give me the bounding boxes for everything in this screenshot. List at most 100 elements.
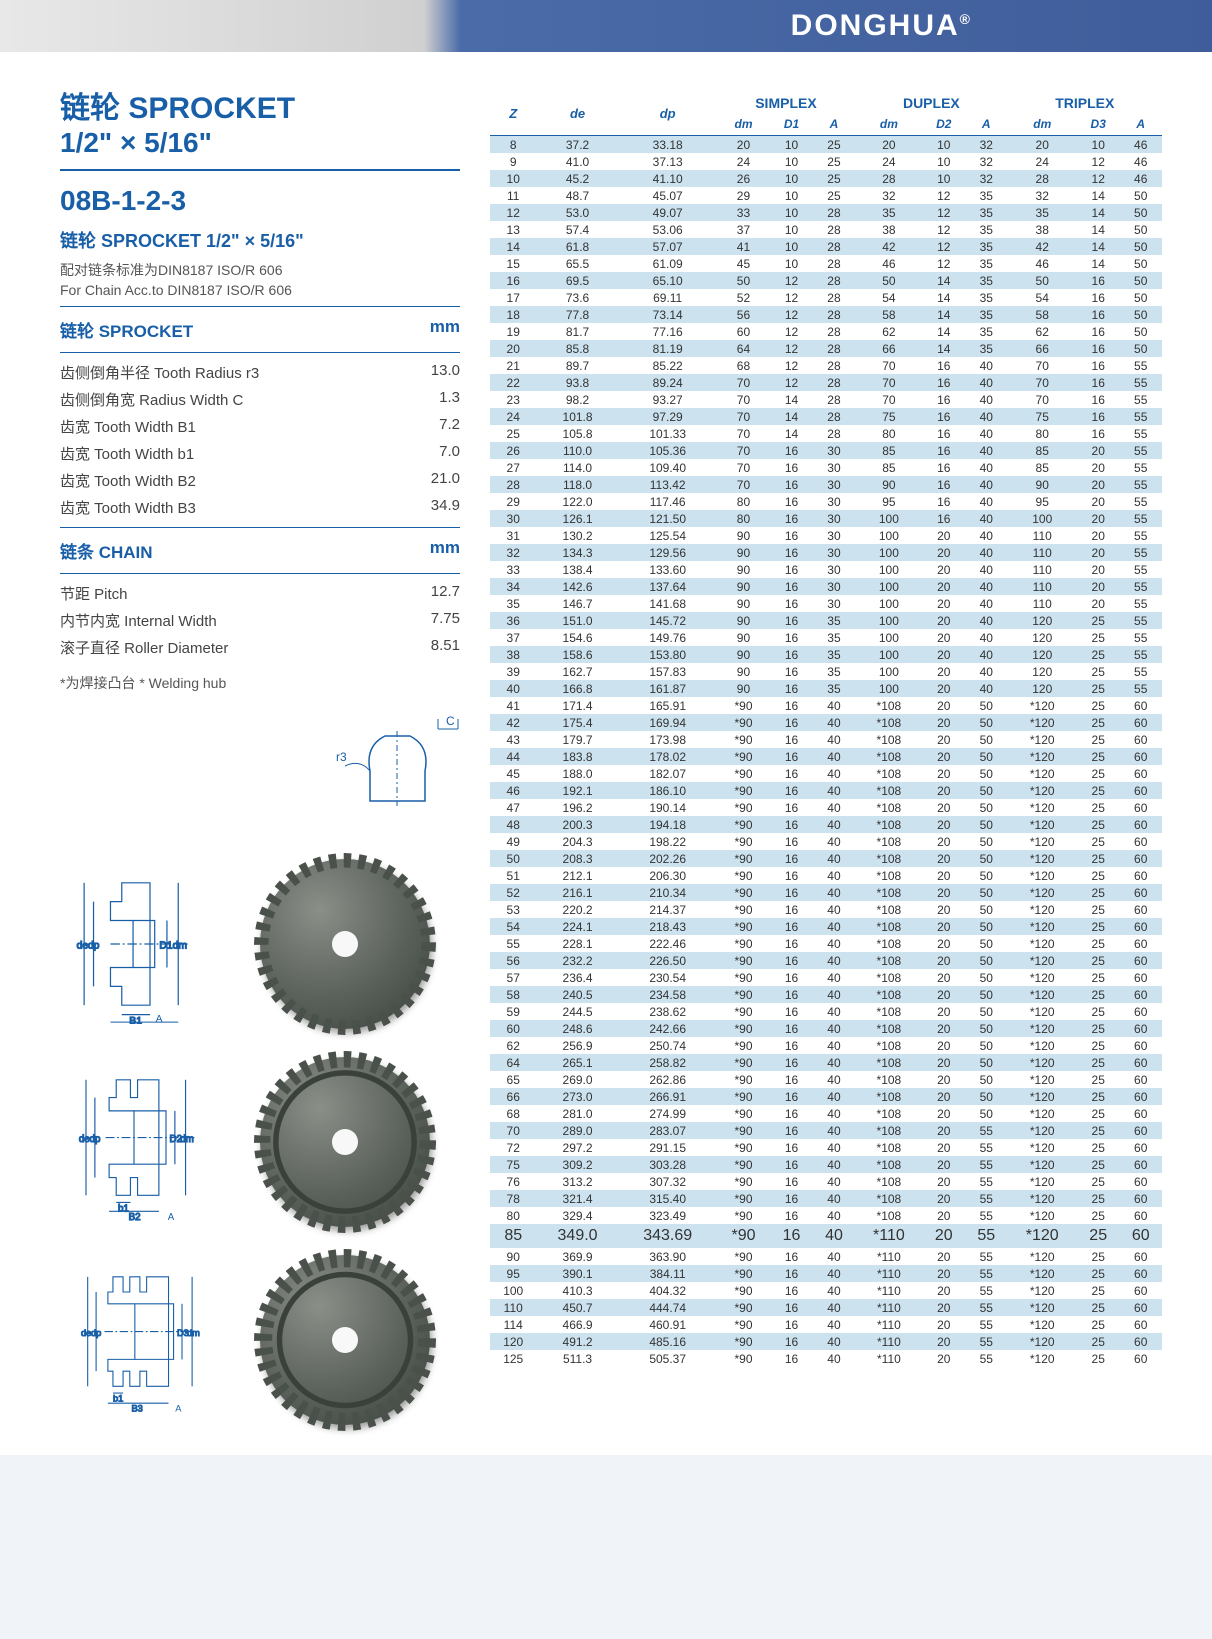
table-cell: 20 [1077,527,1119,544]
table-cell: 230.54 [619,969,717,986]
table-cell: 60 [1119,1003,1162,1020]
table-cell: 40 [965,391,1007,408]
table-cell: 35 [965,238,1007,255]
spec-label: 齿宽 Tooth Width B2 [60,470,196,491]
table-cell: 25 [1077,1333,1119,1350]
table-cell: 35 [490,595,536,612]
table-cell: 30 [813,493,855,510]
table-cell: 12 [770,289,812,306]
table-cell: 30 [813,510,855,527]
table-cell: 16 [770,1248,812,1265]
table-cell: 25 [1077,1248,1119,1265]
table-cell: 20 [923,833,965,850]
table-cell: 50 [1119,204,1162,221]
right-column: Z de dp SIMPLEX DUPLEX TRIPLEX dm D1 A d… [490,92,1162,1425]
table-cell: 40 [813,969,855,986]
table-cell: 60 [1119,952,1162,969]
table-cell: 321.4 [536,1190,618,1207]
table-cell: 110.0 [536,442,618,459]
table-cell: 25 [1077,799,1119,816]
table-cell: 33 [717,204,771,221]
table-cell: *108 [855,986,922,1003]
col-d2: D2 [923,114,965,136]
table-cell: 20 [923,595,965,612]
table-row: 38158.6153.8090163510020401202555 [490,646,1162,663]
table-cell: 37.2 [536,136,618,154]
table-cell: 145.72 [619,612,717,629]
table-cell: 14 [1077,187,1119,204]
table-cell: 110 [1008,527,1077,544]
svg-text:dp: dp [91,1328,101,1338]
table-cell: 101.33 [619,425,717,442]
table-cell: 20 [923,1003,965,1020]
table-row: 50208.3202.26*901640*1082050*1202560 [490,850,1162,867]
table-row: 27114.0109.40701630851640852055 [490,459,1162,476]
table-cell: 16 [770,782,812,799]
table-cell: 100 [855,629,922,646]
table-cell: 25 [1077,918,1119,935]
table-cell: 323.49 [619,1207,717,1224]
table-cell: 35 [965,255,1007,272]
table-cell: 232.2 [536,952,618,969]
table-cell: 109.40 [619,459,717,476]
svg-text:de: de [79,1134,90,1145]
table-cell: *90 [717,1207,771,1224]
table-cell: 55 [965,1316,1007,1333]
table-cell: 228.1 [536,935,618,952]
table-cell: 14 [770,408,812,425]
table-cell: 20 [923,986,965,1003]
table-cell: 20 [717,136,771,154]
table-cell: 12 [770,272,812,289]
brand-logo: DONGHUA® [791,9,972,43]
table-cell: 25 [813,136,855,154]
table-cell: 55 [965,1173,1007,1190]
table-cell: 66 [855,340,922,357]
table-cell: 20 [923,527,965,544]
table-cell: 60 [1119,884,1162,901]
spec-row: 齿侧倒角半径 Tooth Radius r313.0 [60,359,460,386]
table-cell: 100 [855,578,922,595]
table-header: Z de dp SIMPLEX DUPLEX TRIPLEX dm D1 A d… [490,92,1162,136]
table-cell: 65.10 [619,272,717,289]
table-cell: 25 [1077,969,1119,986]
table-cell: *120 [1008,969,1077,986]
tooth-profile-drawing: C r3 [330,711,460,831]
table-cell: 40 [813,1139,855,1156]
table-cell: 35 [855,204,922,221]
table-cell: 12 [770,374,812,391]
table-row: 45188.0182.07*901640*1082050*1202560 [490,765,1162,782]
table-cell: *110 [855,1350,922,1367]
table-cell: 62 [1008,323,1077,340]
table-row: 39162.7157.8390163510020401202555 [490,663,1162,680]
table-cell: 68 [717,357,771,374]
table-cell: 50 [1119,272,1162,289]
table-cell: 25 [1077,935,1119,952]
table-cell: 101.8 [536,408,618,425]
table-cell: 114.0 [536,459,618,476]
table-cell: 80 [1008,425,1077,442]
welding-hub-note: *为焊接凸台 * Welding hub [60,673,460,693]
spec-header-unit: mm [430,538,460,563]
col-dp: dp [619,92,717,136]
table-row: 52216.1210.34*901640*1082050*1202560 [490,884,1162,901]
table-cell: 23 [490,391,536,408]
table-cell: 28 [813,238,855,255]
table-cell: *120 [1008,1316,1077,1333]
table-cell: 14 [923,272,965,289]
table-cell: 16 [770,442,812,459]
table-cell: 55 [1119,595,1162,612]
table-cell: 16 [770,765,812,782]
table-cell: 55 [965,1350,1007,1367]
table-cell: 100 [855,595,922,612]
table-cell: 20 [923,850,965,867]
table-cell: 14 [770,425,812,442]
table-cell: 66 [490,1088,536,1105]
table-row: 80329.4323.49*901640*1082055*1202560 [490,1207,1162,1224]
spec-value: 12.7 [400,583,460,604]
table-cell: 194.18 [619,816,717,833]
table-cell: 16 [923,374,965,391]
table-cell: 35 [965,204,1007,221]
table-cell: 16 [770,476,812,493]
table-cell: 16 [770,799,812,816]
table-cell: 24 [717,153,771,170]
